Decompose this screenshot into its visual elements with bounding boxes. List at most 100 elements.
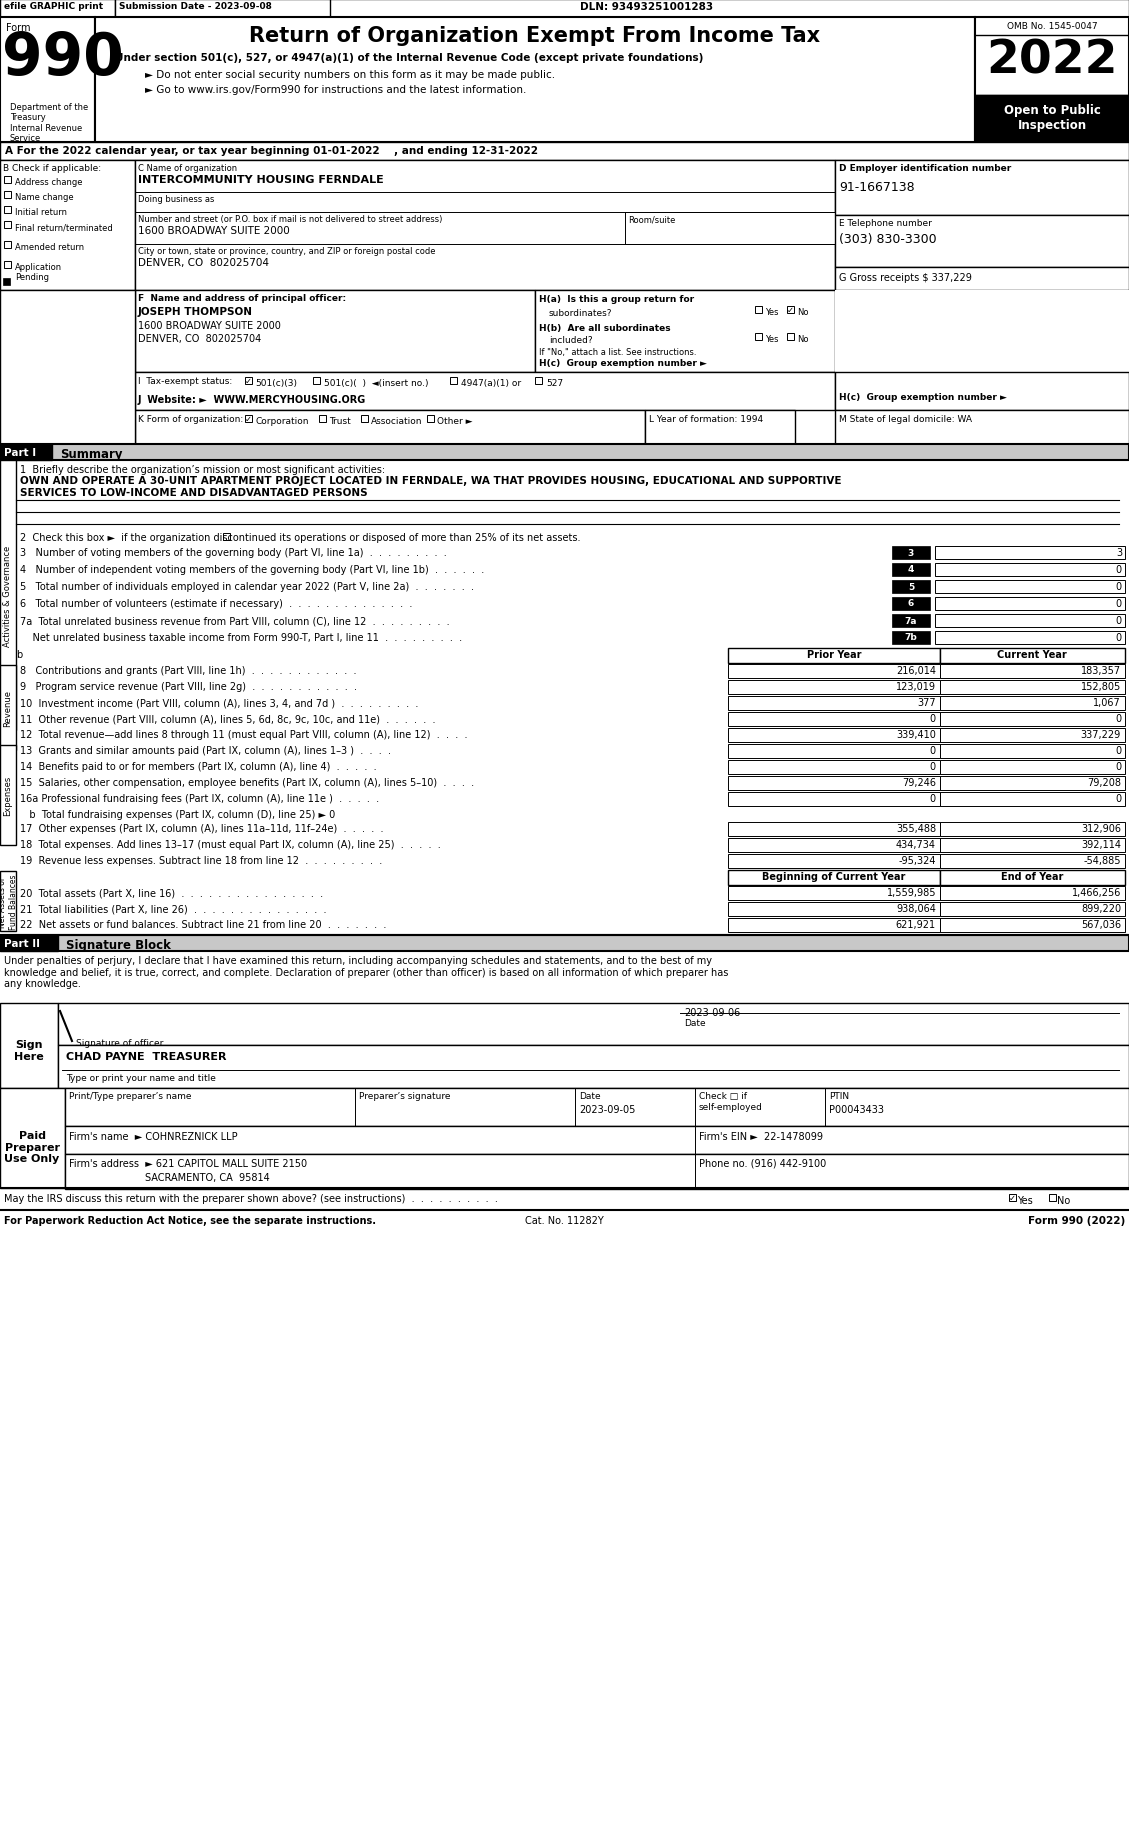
Text: 14  Benefits paid to or for members (Part IX, column (A), line 4)  .  .  .  .  .: 14 Benefits paid to or for members (Part…: [20, 761, 377, 772]
Text: Yes: Yes: [765, 335, 779, 344]
Bar: [115, 0, 330, 18]
Bar: [892, 547, 930, 560]
Bar: [975, 18, 1129, 143]
Text: 8   Contributions and grants (Part VIII, line 1h)  .  .  .  .  .  .  .  .  .  . : 8 Contributions and grants (Part VIII, l…: [20, 666, 357, 675]
Bar: [1049, 1195, 1056, 1200]
Text: I  Tax-exempt status:: I Tax-exempt status:: [138, 377, 233, 386]
Bar: [940, 792, 1124, 807]
Bar: [935, 615, 1124, 628]
Text: 18  Total expenses. Add lines 13–17 (must equal Part IX, column (A), line 25)  .: 18 Total expenses. Add lines 13–17 (must…: [20, 840, 440, 849]
Text: Paid
Preparer
Use Only: Paid Preparer Use Only: [5, 1131, 60, 1164]
Bar: [3, 278, 10, 285]
Text: Corporation: Corporation: [255, 417, 308, 426]
Bar: [940, 902, 1124, 917]
Bar: [940, 855, 1124, 869]
Bar: [835, 216, 1129, 267]
Bar: [224, 534, 230, 540]
Bar: [728, 792, 940, 807]
Bar: [892, 564, 930, 576]
Text: 152,805: 152,805: [1080, 681, 1121, 692]
Text: Date: Date: [579, 1091, 601, 1100]
Text: 1600 BROADWAY SUITE 2000: 1600 BROADWAY SUITE 2000: [138, 320, 281, 331]
Text: Part II: Part II: [5, 939, 40, 948]
Bar: [728, 648, 940, 664]
Text: No: No: [1057, 1195, 1070, 1206]
Bar: [5, 262, 11, 269]
Text: Form: Form: [6, 24, 30, 33]
Text: 2023-09-06: 2023-09-06: [684, 1008, 741, 1017]
Bar: [935, 631, 1124, 644]
Text: 91-1667138: 91-1667138: [839, 181, 914, 194]
Bar: [0, 0, 1129, 18]
Bar: [755, 333, 762, 340]
Text: ✓: ✓: [1009, 1193, 1016, 1202]
Bar: [892, 598, 930, 611]
Text: Under penalties of perjury, I declare that I have examined this return, includin: Under penalties of perjury, I declare th…: [5, 955, 728, 988]
Bar: [835, 373, 1129, 410]
Text: Trust: Trust: [329, 417, 351, 426]
Text: 0: 0: [1114, 745, 1121, 756]
Text: Date: Date: [684, 1019, 706, 1027]
Text: 7a: 7a: [904, 617, 917, 626]
Bar: [940, 681, 1124, 695]
Text: Amended return: Amended return: [15, 243, 85, 253]
Text: Under section 501(c), 527, or 4947(a)(1) of the Internal Revenue Code (except pr: Under section 501(c), 527, or 4947(a)(1)…: [115, 53, 703, 62]
Text: Initial return: Initial return: [15, 209, 67, 218]
Text: Expenses: Expenses: [3, 776, 12, 816]
Text: 79,208: 79,208: [1087, 778, 1121, 787]
Text: 501(c)(3): 501(c)(3): [255, 379, 297, 388]
Text: 0: 0: [1115, 615, 1122, 626]
Text: -95,324: -95,324: [899, 856, 936, 866]
Bar: [940, 745, 1124, 759]
Text: -54,885: -54,885: [1084, 856, 1121, 866]
Bar: [940, 728, 1124, 743]
Bar: [892, 631, 930, 644]
Text: Address change: Address change: [15, 178, 82, 187]
Bar: [135, 161, 835, 291]
Text: ✓: ✓: [245, 415, 252, 425]
Text: H(a)  Is this a group return for: H(a) Is this a group return for: [539, 295, 694, 304]
Text: Preparer’s signature: Preparer’s signature: [359, 1091, 450, 1100]
Text: Signature Block: Signature Block: [65, 939, 170, 952]
Bar: [313, 377, 320, 384]
Bar: [935, 580, 1124, 593]
Bar: [0, 935, 1129, 952]
Text: 0: 0: [1115, 633, 1122, 642]
Bar: [728, 697, 940, 710]
Text: M State of legal domicile: WA: M State of legal domicile: WA: [839, 415, 972, 425]
Bar: [755, 307, 762, 313]
Bar: [5, 242, 11, 249]
Text: 2  Check this box ►  if the organization discontinued its operations or disposed: 2 Check this box ► if the organization d…: [20, 533, 580, 544]
Text: 7a  Total unrelated business revenue from Part VIII, column (C), line 12  .  .  : 7a Total unrelated business revenue from…: [20, 615, 449, 626]
Bar: [5, 178, 11, 183]
Bar: [892, 580, 930, 593]
Text: 621,921: 621,921: [896, 919, 936, 930]
Text: 5   Total number of individuals employed in calendar year 2022 (Part V, line 2a): 5 Total number of individuals employed i…: [20, 582, 474, 591]
Text: 17  Other expenses (Part IX, column (A), lines 11a–11d, 11f–24e)  .  .  .  .  .: 17 Other expenses (Part IX, column (A), …: [20, 824, 384, 833]
Text: B Check if applicable:: B Check if applicable:: [3, 165, 102, 172]
Text: 337,229: 337,229: [1080, 730, 1121, 739]
Bar: [940, 761, 1124, 774]
Text: Activities & Governance: Activities & Governance: [3, 545, 12, 646]
Bar: [728, 761, 940, 774]
Text: 312,906: 312,906: [1080, 824, 1121, 833]
Text: ✓: ✓: [787, 306, 794, 315]
Text: Print/Type preparer’s name: Print/Type preparer’s name: [69, 1091, 192, 1100]
Text: C Name of organization: C Name of organization: [138, 165, 237, 172]
Bar: [728, 728, 940, 743]
Text: Yes: Yes: [1017, 1195, 1033, 1206]
Text: 938,064: 938,064: [896, 904, 936, 913]
Bar: [625, 212, 835, 245]
Text: 6   Total number of volunteers (estimate if necessary)  .  .  .  .  .  .  .  .  : 6 Total number of volunteers (estimate i…: [20, 598, 412, 609]
Text: Number and street (or P.O. box if mail is not delivered to street address): Number and street (or P.O. box if mail i…: [138, 214, 443, 223]
Bar: [787, 307, 794, 313]
Text: SACRAMENTO, CA  95814: SACRAMENTO, CA 95814: [145, 1173, 270, 1182]
Bar: [835, 267, 1129, 291]
Bar: [0, 18, 95, 143]
Text: H(c)  Group exemption number ►: H(c) Group exemption number ►: [839, 393, 1007, 403]
Bar: [940, 822, 1124, 836]
Text: 0: 0: [1114, 761, 1121, 772]
Text: 0: 0: [1115, 582, 1122, 591]
Text: J  Website: ►  WWW.MERCYHOUSING.ORG: J Website: ► WWW.MERCYHOUSING.ORG: [138, 395, 366, 404]
Text: 0: 0: [1114, 794, 1121, 803]
